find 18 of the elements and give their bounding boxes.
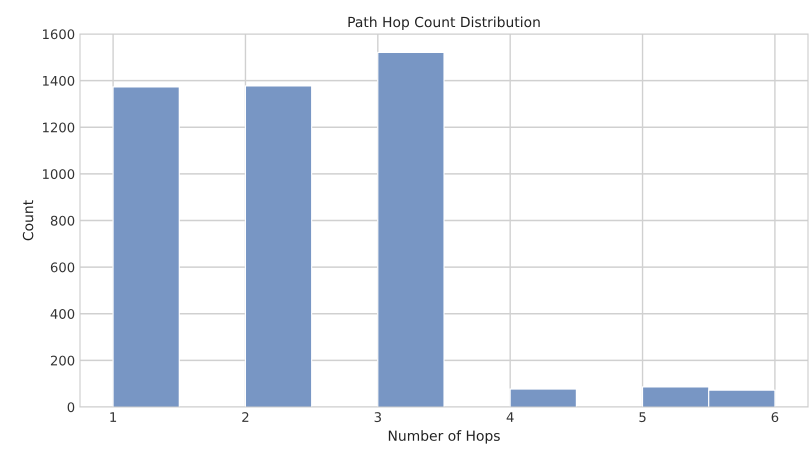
y-tick-label: 400 [50, 308, 74, 319]
x-tick-label: 5 [639, 412, 646, 422]
y-tick-label: 600 [50, 262, 74, 272]
x-tick-label: 4 [506, 412, 514, 422]
y-tick-label: 1400 [43, 76, 74, 86]
y-tick-label: 0 [68, 402, 74, 412]
x-tick-label: 2 [242, 412, 248, 422]
x-tick-label: 1 [110, 412, 116, 422]
x-tick-label: 3 [374, 412, 381, 422]
y-tick-label: 800 [50, 216, 74, 226]
chart-title: Path Hop Count Distribution [348, 16, 540, 30]
x-tick-label: 6 [772, 412, 778, 422]
y-tick-label: 1000 [43, 169, 74, 180]
y-axis-title: Count [22, 200, 34, 240]
y-tick-label: 200 [50, 356, 74, 366]
y-tick-label: 1600 [43, 29, 74, 40]
x-axis-title: Number of Hops [388, 430, 500, 444]
y-tick-label: 1200 [43, 122, 74, 132]
